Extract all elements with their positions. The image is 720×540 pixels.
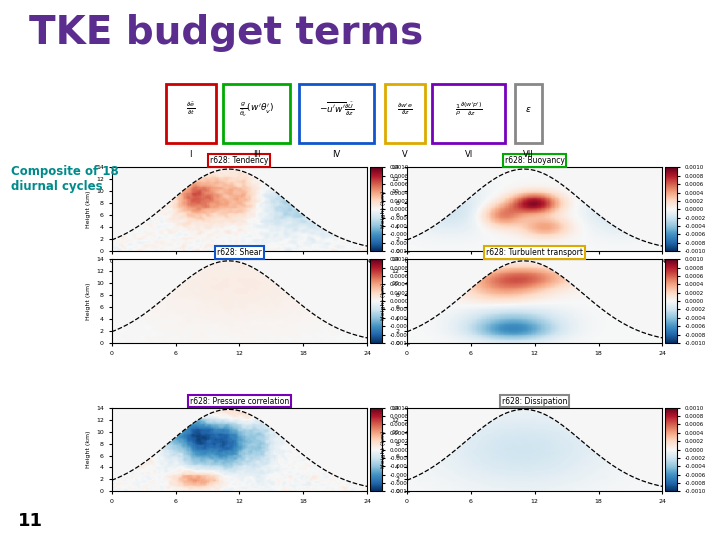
Y-axis label: Height (km): Height (km) [86, 282, 91, 320]
Title: r628: Shear: r628: Shear [217, 248, 262, 257]
Title: r628: Tendency: r628: Tendency [210, 156, 269, 165]
Y-axis label: Height (km): Height (km) [86, 431, 91, 468]
Text: $-\overline{u^{\prime}w^{\prime}}\frac{\partial \bar{U}}{\partial z}$: $-\overline{u^{\prime}w^{\prime}}\frac{\… [319, 100, 354, 118]
Text: $\frac{g}{\bar{\theta}_v}(w^{\prime}\theta^{\prime}_v)$: $\frac{g}{\bar{\theta}_v}(w^{\prime}\the… [239, 99, 274, 119]
Text: VI: VI [464, 150, 473, 159]
Text: 11: 11 [18, 512, 43, 530]
Text: IV: IV [333, 150, 341, 159]
Y-axis label: Height (km): Height (km) [381, 431, 386, 468]
Text: $\frac{1}{\rho}\frac{\partial(w^{\prime}p^{\prime})}{\partial z}$: $\frac{1}{\rho}\frac{\partial(w^{\prime}… [455, 100, 482, 118]
Y-axis label: Height (km): Height (km) [381, 282, 386, 320]
Text: I: I [189, 150, 192, 159]
Text: TKE budget terms: TKE budget terms [29, 14, 423, 51]
Title: r628: Turbulent transport: r628: Turbulent transport [486, 248, 583, 257]
Y-axis label: Height (km): Height (km) [381, 191, 386, 228]
Text: Composite of 18
diurnal cycles: Composite of 18 diurnal cycles [11, 165, 119, 193]
Text: VII: VII [523, 150, 534, 159]
Text: $\epsilon$: $\epsilon$ [525, 105, 532, 113]
Text: III: III [253, 150, 261, 159]
Y-axis label: Height (km): Height (km) [86, 191, 91, 228]
Text: V: V [402, 150, 408, 159]
Title: r628: Buoyancy: r628: Buoyancy [505, 156, 564, 165]
Title: r628: Pressure correlation: r628: Pressure correlation [190, 396, 289, 406]
Text: $\frac{\partial w^{\prime}e}{\partial z}$: $\frac{\partial w^{\prime}e}{\partial z}… [397, 101, 413, 117]
Text: $\frac{\partial \bar{e}}{\partial t}$: $\frac{\partial \bar{e}}{\partial t}$ [186, 101, 195, 117]
Title: r628: Dissipation: r628: Dissipation [502, 396, 567, 406]
